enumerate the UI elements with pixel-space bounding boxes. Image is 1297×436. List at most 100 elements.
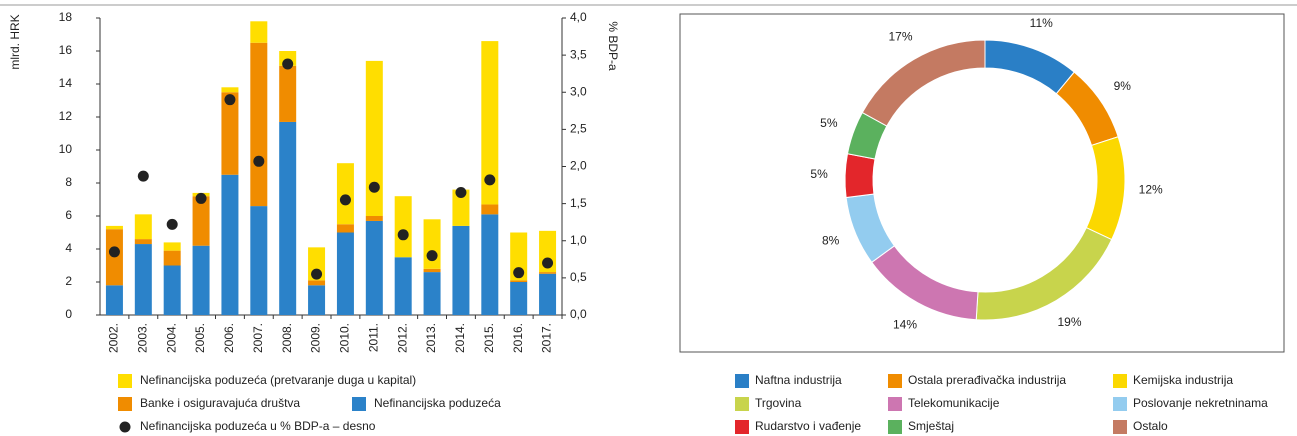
bar-segment — [308, 285, 326, 315]
y-tick-label: 12 — [59, 109, 73, 123]
legend-swatch — [118, 374, 132, 388]
legend-swatch — [735, 397, 749, 411]
legend-label: Nefinancijska poduzeća — [374, 396, 501, 410]
bar-segment — [250, 21, 268, 43]
legend-swatch — [735, 374, 749, 388]
dot — [195, 192, 207, 204]
legend-label: Ostalo — [1133, 419, 1168, 433]
bar-segment — [510, 232, 528, 281]
bar-segment — [365, 60, 383, 217]
donut-slice — [1055, 71, 1119, 147]
y-tick-label: 0 — [65, 307, 72, 321]
y2-axis-label: % BDP-a — [606, 21, 620, 71]
legend-label: Naftna industrija — [755, 373, 842, 387]
donut-slice — [1085, 136, 1126, 241]
slice-label: 5% — [820, 116, 838, 130]
y2-tick-label: 0,5 — [570, 270, 587, 284]
bar-segment — [221, 87, 239, 93]
bar-segment — [365, 216, 383, 221]
x-tick-label: 2004. — [164, 323, 178, 353]
bar-segment — [423, 272, 441, 315]
donut-slice — [984, 39, 1075, 95]
slice-label: 14% — [893, 318, 917, 332]
donut-slice — [871, 245, 979, 321]
bar-segment — [221, 174, 239, 315]
slice-label: 9% — [1114, 79, 1132, 93]
dot — [426, 250, 438, 262]
slice-label: 17% — [888, 29, 912, 43]
x-tick-label: 2002. — [107, 323, 121, 353]
y-tick-label: 6 — [65, 208, 72, 222]
y-axis-label: mlrd. HRK — [8, 14, 22, 69]
pie-frame — [679, 13, 1285, 353]
legend-label: Nefinancijska poduzeća (pretvaranje duga… — [140, 373, 416, 387]
dot — [311, 268, 323, 280]
legend-label: Banke i osiguravajuća društva — [140, 396, 300, 410]
x-tick-label: 2008. — [280, 323, 294, 353]
dot — [368, 181, 380, 193]
dot — [513, 267, 525, 279]
bar-segment — [481, 41, 499, 205]
legend-label: Poslovanje nekretninama — [1133, 396, 1268, 410]
bar-segment — [336, 224, 354, 233]
x-tick-label: 2017. — [540, 323, 554, 353]
bar-segment — [423, 268, 441, 273]
donut-slice — [861, 39, 986, 127]
legend-swatch — [735, 420, 749, 434]
dot — [137, 170, 149, 182]
y2-tick-label: 4,0 — [570, 10, 587, 24]
y2-tick-label: 3,5 — [570, 47, 587, 61]
legend-marker — [119, 421, 131, 433]
legend-swatch — [118, 397, 132, 411]
x-tick-label: 2003. — [135, 323, 149, 353]
bar-segment — [279, 121, 297, 315]
bar-segment — [423, 219, 441, 269]
bar-segment — [105, 285, 123, 315]
bar-segment — [221, 92, 239, 175]
y2-tick-label: 2,0 — [570, 159, 587, 173]
x-tick-label: 2009. — [309, 323, 323, 353]
slice-label: 5% — [810, 167, 828, 181]
bar-segment — [163, 250, 181, 266]
legend-label: Rudarstvo i vađenje — [755, 419, 861, 433]
bar-segment — [192, 245, 210, 315]
legend-swatch — [888, 374, 902, 388]
legend-label: Smještaj — [908, 419, 954, 433]
slice-label: 12% — [1139, 183, 1163, 197]
dot — [253, 155, 265, 167]
bar-segment — [510, 282, 528, 315]
bar-segment — [105, 225, 123, 230]
x-tick-label: 2007. — [251, 323, 265, 353]
legend-label: Nefinancijska poduzeća u % BDP-a – desno — [140, 419, 376, 433]
x-tick-label: 2012. — [395, 323, 409, 353]
legend-label: Kemijska industrija — [1133, 373, 1233, 387]
bar-segment — [250, 42, 268, 207]
slice-label: 19% — [1057, 315, 1081, 329]
x-tick-label: 2015. — [482, 323, 496, 353]
bar-segment — [250, 206, 268, 315]
legend-swatch — [1113, 397, 1127, 411]
bar-segment — [308, 280, 326, 286]
bar-segment — [539, 273, 557, 315]
dot — [455, 186, 467, 198]
bar-segment — [134, 239, 152, 245]
bar-segment — [279, 65, 297, 122]
legend-label: Telekomunikacije — [908, 396, 1000, 410]
bar-segment — [394, 257, 412, 315]
y-tick-label: 8 — [65, 175, 72, 189]
donut-slice — [844, 153, 876, 199]
x-tick-label: 2011. — [366, 323, 380, 352]
y-tick-label: 14 — [59, 76, 73, 90]
y2-tick-label: 1,0 — [570, 233, 587, 247]
dot — [166, 218, 178, 230]
y-tick-label: 10 — [59, 142, 73, 156]
bar-segment — [163, 265, 181, 315]
dot — [339, 194, 351, 206]
x-tick-label: 2010. — [338, 323, 352, 353]
bar-segment — [336, 163, 354, 225]
bar-segment — [452, 189, 470, 226]
legend-swatch — [888, 397, 902, 411]
dot — [282, 58, 294, 70]
y-tick-label: 4 — [65, 241, 72, 255]
legend-swatch — [888, 420, 902, 434]
